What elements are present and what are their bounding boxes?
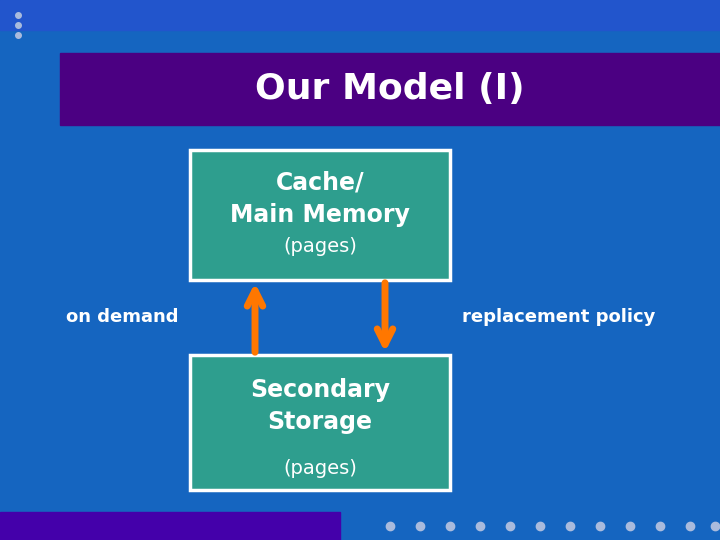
Bar [60,53,720,125]
Text: Our Model (I): Our Model (I) [255,72,525,106]
Text: Storage: Storage [268,410,372,434]
Text: (pages): (pages) [283,238,357,256]
Text: (pages): (pages) [283,458,357,477]
Bar [0,0,720,30]
Text: on demand: on demand [66,308,178,327]
Text: replacement policy: replacement policy [462,308,655,327]
Text: Secondary: Secondary [250,378,390,402]
FancyBboxPatch shape [190,355,450,490]
FancyBboxPatch shape [190,150,450,280]
Text: Cache/: Cache/ [276,170,364,194]
Text: Main Memory: Main Memory [230,203,410,227]
Bar [0,512,340,540]
